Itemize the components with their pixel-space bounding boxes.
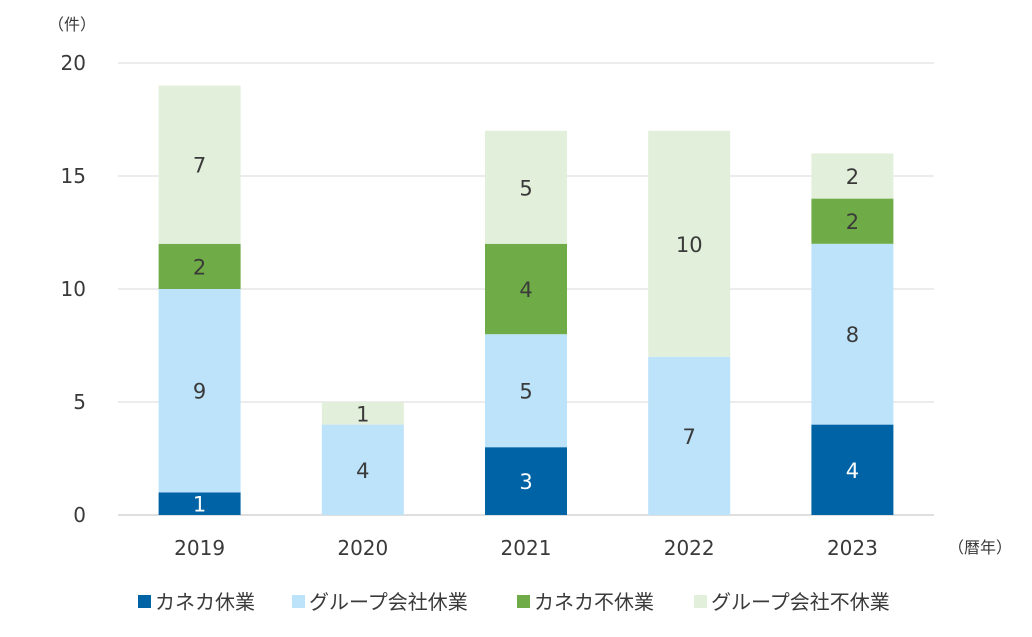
legend: カネカ休業 グループ会社休業 カネカ不休業 グループ会社不休業 — [138, 590, 890, 614]
bars — [158, 85, 894, 515]
bar-segment-2021-series-1 — [485, 334, 567, 448]
data-label-2020-series-3: 1 — [356, 402, 369, 426]
data-label-2019-series-1: 9 — [193, 380, 206, 404]
bar-segment-2021-series-0 — [485, 447, 567, 515]
data-label-2020-series-1: 4 — [356, 459, 369, 483]
y-tick-label: 5 — [73, 390, 86, 414]
x-tick-label-2020: 2020 — [337, 536, 388, 560]
bar-segment-2023-series-0 — [811, 424, 894, 515]
y-tick-label: 15 — [61, 164, 86, 188]
y-tick-label: 20 — [61, 51, 86, 75]
data-label-2021-series-3: 5 — [519, 176, 532, 200]
x-axis-ticks: 2019 2020 2021 2022 2023 — [174, 536, 878, 560]
legend-swatch-0 — [138, 595, 151, 608]
x-tick-label-2023: 2023 — [827, 536, 878, 560]
x-tick-label-2021: 2021 — [501, 536, 552, 560]
bar-segment-2019-series-1 — [158, 289, 241, 493]
bar-segment-2022-series-3 — [648, 130, 731, 357]
data-label-2023-series-1: 8 — [846, 323, 859, 347]
y-tick-label: 0 — [73, 503, 86, 527]
data-label-2021-series-1: 5 — [519, 380, 532, 404]
legend-swatch-2 — [517, 595, 530, 608]
bar-segment-2023-series-3 — [811, 153, 894, 199]
x-axis-unit-label: （暦年） — [948, 538, 1012, 557]
data-label-2022-series-1: 7 — [683, 425, 696, 449]
data-label-2019-series-3: 7 — [193, 154, 206, 178]
bar-segment-2019-series-3 — [158, 85, 241, 244]
bar-segment-2022-series-1 — [648, 356, 731, 515]
bar-segment-2021-series-2 — [485, 243, 567, 335]
bar-segment-2023-series-1 — [811, 243, 894, 425]
bar-segment-2020-series-1 — [321, 424, 404, 515]
y-axis-unit-label: （件） — [48, 15, 96, 34]
legend-label-1: グループ会社休業 — [309, 590, 468, 614]
x-tick-label-2019: 2019 — [174, 536, 225, 560]
bar-segment-2023-series-2 — [811, 198, 894, 244]
bar-segment-2019-series-2 — [158, 243, 241, 289]
data-label-2023-series-0: 4 — [846, 459, 859, 483]
data-label-2021-series-0: 3 — [519, 470, 532, 494]
data-label-2023-series-2: 2 — [846, 210, 859, 234]
bar-segment-2021-series-3 — [485, 130, 567, 244]
y-tick-label: 10 — [61, 277, 86, 301]
data-label-2022-series-3: 10 — [676, 233, 703, 257]
x-tick-label-2022: 2022 — [664, 536, 715, 560]
legend-label-3: グループ会社不休業 — [711, 590, 890, 614]
y-axis-ticks: 0 5 10 15 20 — [61, 51, 86, 527]
data-label-2021-series-2: 4 — [519, 278, 532, 302]
legend-swatch-3 — [694, 595, 707, 608]
bar-segment-2019-series-0 — [158, 492, 241, 515]
legend-label-0: カネカ休業 — [155, 590, 255, 614]
legend-label-2: カネカ不休業 — [534, 590, 654, 614]
legend-swatch-1 — [292, 595, 305, 608]
data-label-2023-series-3: 2 — [846, 165, 859, 189]
data-label-2019-series-0: 1 — [193, 493, 206, 517]
bar-segment-2020-series-3 — [321, 402, 404, 425]
data-label-2019-series-2: 2 — [193, 255, 206, 279]
segment-labels: 1 9 2 7 4 1 3 5 4 5 7 10 4 8 2 2 — [193, 154, 859, 517]
